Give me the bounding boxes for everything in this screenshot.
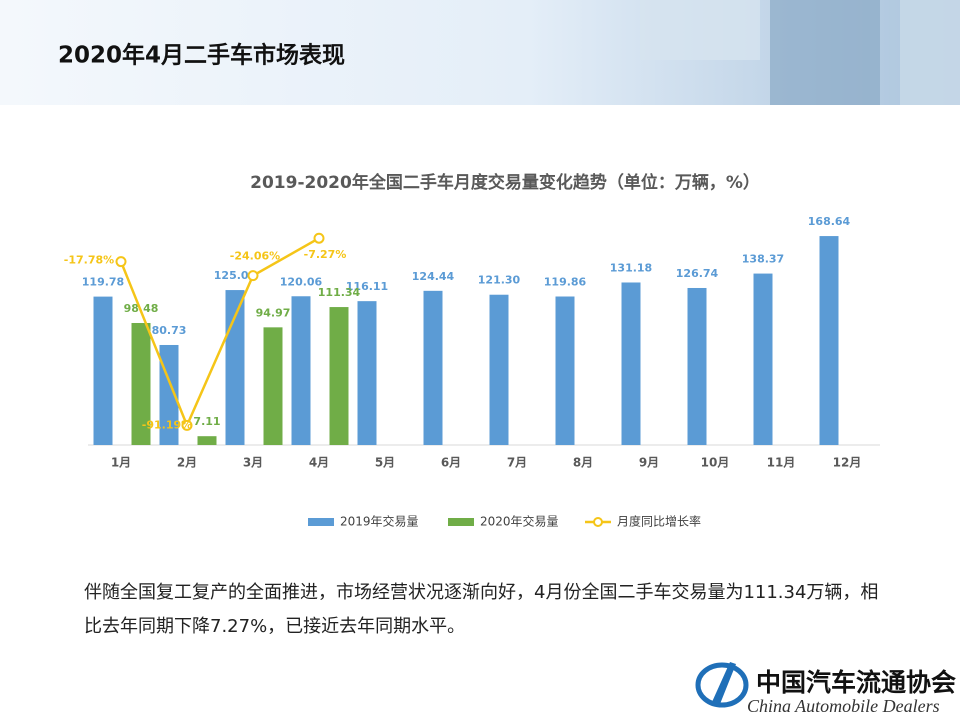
legend-label: 2020年交易量 — [480, 514, 559, 529]
data-label: 94.97 — [256, 306, 291, 319]
data-label: 124.44 — [412, 270, 455, 283]
bar — [93, 296, 113, 445]
bar — [489, 294, 509, 445]
logo: 中国汽车流通协会 China Automobile Dealers — [695, 662, 956, 716]
data-label: 119.78 — [82, 276, 124, 289]
data-label: 116.11 — [346, 280, 388, 293]
chart-title: 2019-2020年全国二手车月度交易量变化趋势（单位：万辆，%） — [250, 172, 760, 193]
data-label: 126.74 — [676, 267, 719, 280]
header-cube — [900, 0, 960, 105]
data-label: 80.73 — [152, 324, 187, 337]
line — [119, 237, 320, 429]
x-tick-label: 12月 — [833, 456, 862, 470]
data-label: -24.06% — [230, 250, 280, 263]
bar — [621, 282, 641, 445]
slide-title: 2020年4月二手车市场表现 — [58, 42, 345, 69]
x-tick-label: 9月 — [639, 456, 659, 470]
header-cube — [640, 0, 760, 60]
data-label: -7.27% — [304, 248, 347, 261]
data-label: -91.19% — [142, 418, 192, 431]
data-label: 138.37 — [742, 253, 784, 266]
logo-english: China Automobile Dealers — [747, 696, 940, 716]
legend-label: 月度同比增长率 — [617, 514, 701, 529]
bar — [423, 290, 443, 445]
line-point — [181, 419, 193, 431]
x-tick-label: 8月 — [573, 456, 593, 470]
x-tick-label: 11月 — [767, 456, 796, 470]
x-tick-label: 2月 — [177, 456, 197, 470]
bar — [555, 296, 575, 445]
x-tick-label: 4月 — [309, 456, 329, 470]
logo-name: 中国汽车流通协会 — [756, 668, 956, 697]
logo-emblem — [712, 662, 736, 704]
data-label: 125.06 — [214, 269, 257, 282]
x-tick-label: 7月 — [507, 456, 527, 470]
line-point — [247, 270, 259, 282]
data-label: 131.18 — [610, 261, 652, 274]
data-label: 120.06 — [280, 275, 323, 288]
header-cube — [770, 0, 880, 105]
bar — [197, 436, 217, 445]
line-point — [115, 256, 127, 268]
data-label: 121.30 — [478, 274, 521, 287]
bar — [819, 236, 839, 445]
bar — [329, 307, 349, 445]
bar — [225, 290, 245, 445]
data-label: -17.78% — [64, 254, 114, 267]
legend-swatch — [448, 518, 474, 526]
data-label: 111.34 — [318, 286, 361, 299]
data-label: 7.11 — [193, 415, 220, 428]
data-label: 119.86 — [544, 276, 587, 289]
legend-label: 2019年交易量 — [340, 514, 419, 529]
bar — [753, 273, 773, 445]
x-tick-label: 10月 — [701, 456, 730, 470]
legend-swatch — [308, 518, 334, 526]
bar — [687, 287, 707, 445]
bar — [131, 322, 151, 445]
x-tick-label: 5月 — [375, 456, 395, 470]
bar — [263, 327, 283, 445]
bar — [357, 301, 377, 445]
x-tick-label: 1月 — [111, 456, 131, 470]
body-text: 伴随全国复工复产的全面推进，市场经营状况逐渐向好，4月份全国二手车交易量为111… — [84, 582, 879, 637]
data-label: 168.64 — [808, 215, 851, 228]
legend-swatch — [593, 517, 603, 527]
logo-emblem — [695, 662, 749, 708]
line-point — [313, 232, 325, 244]
x-tick-label: 3月 — [243, 456, 263, 470]
x-tick-label: 6月 — [441, 456, 461, 470]
bar — [291, 296, 311, 445]
